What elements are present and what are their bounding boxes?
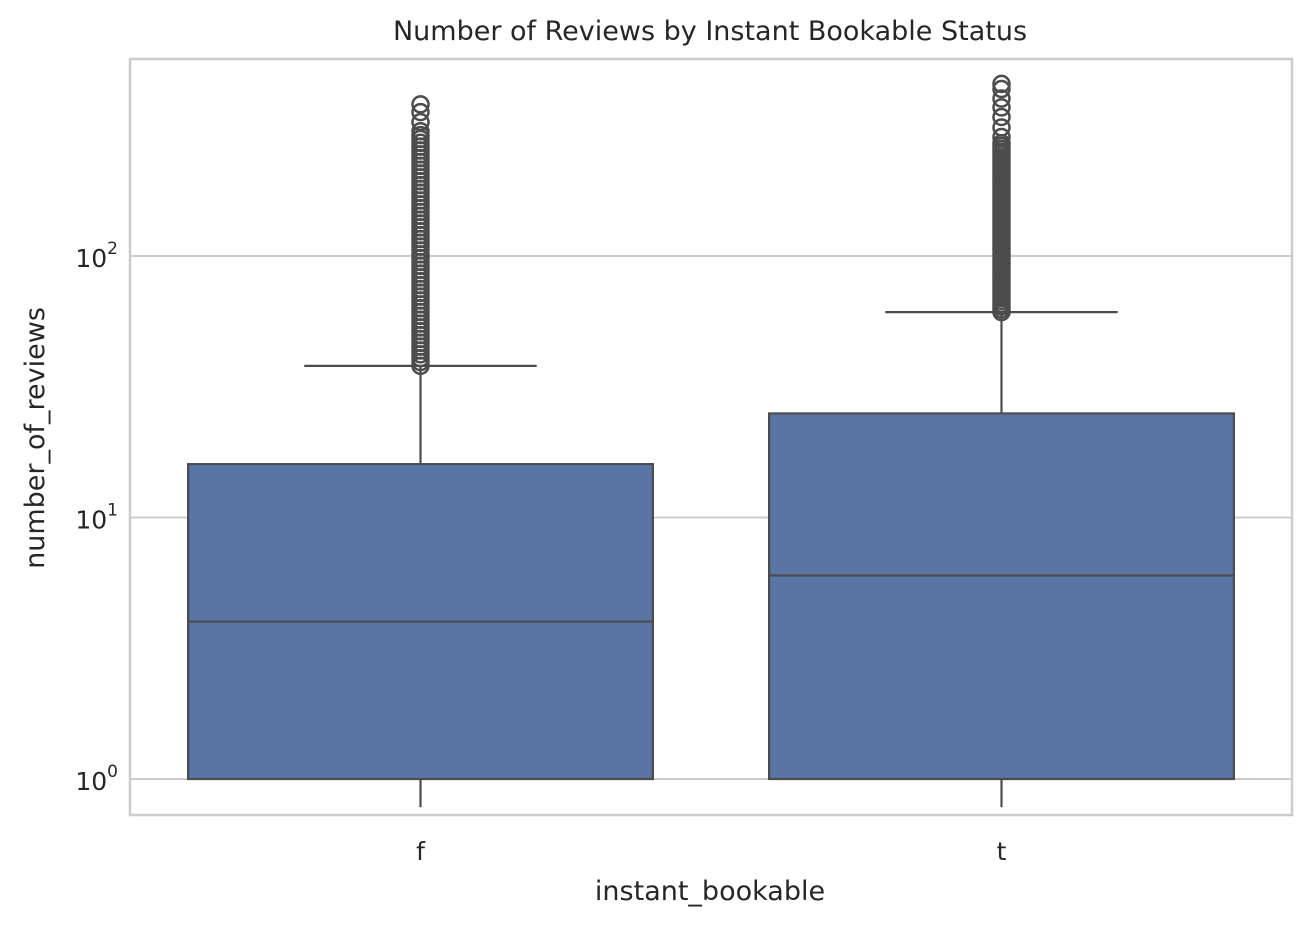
y-tick-label: 102 [75, 239, 118, 273]
outlier-point [992, 127, 1011, 147]
outlier-point [992, 107, 1011, 127]
box-group-f [187, 95, 654, 808]
x-tick-label-f: f [416, 837, 426, 866]
outlier-point [992, 79, 1011, 99]
plot-frame [128, 57, 1294, 817]
x-tick-label-t: t [997, 837, 1007, 866]
box-layer [187, 74, 1235, 808]
outlier-point [992, 89, 1011, 108]
x-axis-label: instant_bookable [595, 876, 825, 907]
outlier-point [992, 98, 1011, 117]
outlier-point [411, 95, 430, 114]
outlier-point [411, 112, 430, 132]
box-group-t [767, 74, 1235, 808]
y-tick-label: 101 [75, 501, 118, 535]
outlier-point [992, 118, 1011, 137]
y-axis-label: number_of_reviews [20, 307, 51, 569]
box-t [767, 412, 1235, 781]
chart-title: Number of Reviews by Instant Bookable St… [393, 16, 1027, 47]
outlier-point [411, 102, 430, 122]
outlier-point [411, 121, 430, 141]
y-tick-label: 100 [75, 762, 118, 796]
outlier-point [992, 74, 1011, 94]
